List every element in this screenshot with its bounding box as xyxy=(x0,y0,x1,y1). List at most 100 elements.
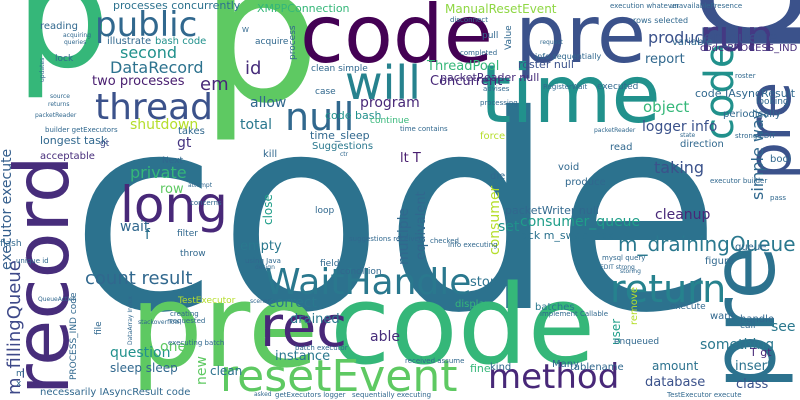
word-bash-code: bash code xyxy=(155,36,207,47)
word-executing-batch: executing batch xyxy=(168,339,225,347)
word-code-top: code xyxy=(300,0,493,81)
word-f: f xyxy=(145,227,150,243)
word-sleep-sleep: sleep sleep xyxy=(110,361,178,375)
word-completed: completed xyxy=(460,49,498,57)
word-suggestions: Suggestions xyxy=(312,141,374,152)
word-simple-way: simple way xyxy=(748,109,767,200)
word-executor-builder: executor builder xyxy=(710,177,768,185)
word-pass: pass xyxy=(770,194,787,202)
word-stop: stop xyxy=(470,275,499,290)
word-void: void xyxy=(558,162,580,173)
word-updates: updates xyxy=(39,57,46,82)
word-lock-m-swaplock: lock m_swapLock xyxy=(518,229,614,242)
word-remove: remove xyxy=(629,287,640,325)
word-return: return xyxy=(610,267,727,311)
word-set: set xyxy=(498,219,520,235)
word-creating: creating xyxy=(170,310,199,318)
word-illustrate: illustrate xyxy=(107,36,152,47)
word-returns: returns xyxy=(48,101,70,108)
word-executed: executed xyxy=(597,82,639,92)
word-pre-bottom-left: pre xyxy=(130,260,319,394)
word-value: Value xyxy=(504,25,514,50)
word-drained: drained xyxy=(290,312,340,327)
word-w: W xyxy=(242,26,249,34)
word-code-bottom: code xyxy=(330,261,596,389)
word-amount: amount xyxy=(652,359,699,373)
word-dataarray-index: DataArray Index xyxy=(127,296,134,345)
word-pull: pull xyxy=(482,31,499,41)
word-direction: direction xyxy=(680,139,724,150)
word-taking: taking xyxy=(654,158,705,177)
word-implement-callable: implement Callable xyxy=(540,310,609,318)
word-cleanup: cleanup xyxy=(655,207,711,223)
word-reading: reading xyxy=(40,21,78,32)
word-advises: advises xyxy=(483,85,510,93)
word-shutdown: shutdown xyxy=(130,117,199,133)
word-batches: batches xyxy=(535,302,575,313)
word-bool: bool xyxy=(770,154,792,165)
word-concurrent: Concurrent xyxy=(430,74,503,89)
word-time: time xyxy=(480,48,661,141)
word-filter: filter xyxy=(177,229,198,239)
word-new: new xyxy=(194,356,210,385)
word-producer-queue: producer_queue xyxy=(648,28,778,47)
word-die: die xyxy=(490,171,506,182)
word-pre-top: pre xyxy=(515,0,647,81)
word-code-center: code xyxy=(70,57,722,372)
word-total: total xyxy=(240,117,273,133)
word-periodically: periodically xyxy=(723,109,781,120)
word-roster-null: roster null xyxy=(518,58,574,71)
word-many: Many xyxy=(552,359,580,370)
word-public: public xyxy=(95,5,198,45)
word-private: private xyxy=(130,163,187,182)
word-want: want xyxy=(710,311,735,322)
word-t-gt: T gt xyxy=(750,346,772,359)
word-will: will xyxy=(345,56,421,110)
word-checked: checked xyxy=(430,237,459,245)
word-file: file xyxy=(94,321,104,335)
word-process-ind-code: PROCESS_IND code xyxy=(69,292,79,380)
word-something: something xyxy=(700,337,775,353)
word-edit-strong: EDIT strong xyxy=(600,264,635,271)
word-resetevent: resetEvent xyxy=(220,351,458,400)
word-case: case xyxy=(315,87,336,97)
word-method: method xyxy=(488,357,620,397)
word-unique-id: unique id xyxy=(16,257,49,265)
word-id: id xyxy=(245,58,262,79)
word-enqueued: enqueued xyxy=(614,337,660,347)
word-program: program xyxy=(360,95,420,111)
word-execution-whatever: execution whatever xyxy=(610,2,680,10)
word-code-process-ind: code PROCESS_IND xyxy=(700,43,798,54)
word-close: close xyxy=(261,194,275,225)
word-storing: storing xyxy=(620,268,641,275)
word-process: process xyxy=(288,25,298,60)
word-rec: rec xyxy=(260,295,348,360)
word-strong-edit: strong EDIT xyxy=(735,132,776,140)
word-produce: produce xyxy=(565,177,606,188)
word-call: call xyxy=(740,321,756,331)
word-clean: clean xyxy=(210,364,243,378)
word-request: request xyxy=(540,39,563,46)
word-next: Next xyxy=(162,156,183,166)
word-em: em xyxy=(200,74,229,95)
word-lt-t: lt T xyxy=(400,151,421,166)
word-field: field xyxy=(320,259,340,269)
word-rows-selected: rows selected xyxy=(633,16,689,25)
word-stackoverflow: stackoverflow xyxy=(138,319,180,326)
word-queries: queries xyxy=(64,39,87,46)
word-queueaction: QueueAction xyxy=(38,296,77,303)
word-received-assume: received assume xyxy=(405,357,465,365)
word-consumer-queue: consumer_queue xyxy=(520,214,641,230)
word-insert: insert xyxy=(735,359,773,374)
word-p-left: p xyxy=(15,0,111,102)
word-p-top: p xyxy=(200,0,321,145)
word-gt-small: gt xyxy=(100,139,110,149)
word-force: force xyxy=(480,131,506,142)
word-question: question xyxy=(110,345,171,361)
word-testexecutor: TestExecutor xyxy=(178,296,236,306)
word-equivalent: equivalent xyxy=(414,191,429,260)
word-variable: variable xyxy=(672,37,713,48)
word-registerwait: RegisterWait xyxy=(543,83,588,91)
word-source: source xyxy=(50,93,70,100)
